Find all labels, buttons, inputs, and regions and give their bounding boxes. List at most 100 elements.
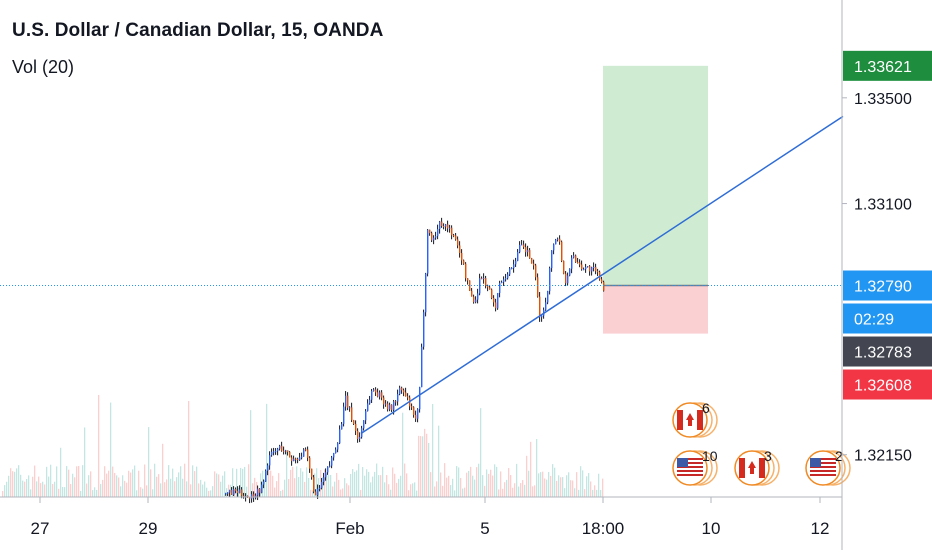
candle-body — [231, 489, 233, 495]
candle-body — [415, 414, 417, 419]
volume-bar — [356, 470, 358, 497]
volume-bar — [502, 488, 504, 497]
volume-bar — [212, 486, 214, 497]
volume-bar — [194, 471, 196, 497]
volume-bar — [16, 468, 18, 497]
price-label-text: 1.32608 — [854, 378, 912, 395]
volume-bar — [118, 477, 120, 497]
volume-bar — [22, 480, 24, 497]
volume-bar — [90, 471, 92, 497]
volume-bar — [134, 465, 136, 497]
candle-body — [401, 387, 403, 391]
volume-bar — [320, 469, 322, 497]
candle-body — [485, 278, 487, 286]
candle-body — [493, 297, 495, 303]
candle-body — [411, 406, 413, 408]
candle-body — [301, 456, 303, 458]
candle-body — [291, 457, 293, 462]
position-zones[interactable] — [603, 65, 708, 334]
candle-body — [307, 449, 309, 458]
candle-body — [233, 489, 235, 495]
volume-bar — [252, 483, 254, 497]
us-flag-stripe — [810, 466, 836, 468]
volume-bar — [516, 463, 518, 497]
volume-bar — [26, 479, 28, 497]
volume-bar — [98, 394, 100, 497]
volume-bar — [358, 463, 360, 497]
volume-bar — [190, 484, 192, 497]
candle-body — [483, 278, 485, 280]
volume-bar — [64, 487, 66, 497]
candle-body — [449, 227, 451, 229]
axes: 1.33500 1.33100 1.32150 27 29 Feb 5 18:00 10 12 — [0, 0, 912, 550]
symbol-title[interactable]: U.S. Dollar / Canadian Dollar, 15, OANDA — [12, 20, 384, 41]
volume-bar — [456, 466, 458, 497]
volume-bar — [330, 474, 332, 497]
volume-bar — [466, 472, 468, 497]
candle-body — [473, 296, 475, 303]
volume-bar — [178, 472, 180, 497]
volume-bar — [300, 468, 302, 497]
target-zone — [603, 65, 708, 286]
candle-body — [329, 465, 331, 467]
volume-bar — [370, 482, 372, 497]
candle-body — [539, 296, 541, 318]
candle-body — [393, 401, 395, 410]
volume-bar — [288, 479, 290, 497]
volume-bar — [386, 475, 388, 497]
volume-bar — [266, 403, 268, 497]
volume-bar — [524, 484, 526, 497]
volume-bar — [40, 483, 42, 497]
volume-bar — [350, 473, 352, 497]
volume-bar — [34, 465, 36, 497]
volume-bar — [60, 447, 62, 497]
candles — [225, 217, 605, 504]
candle-body — [229, 489, 231, 493]
candle-body — [591, 267, 593, 272]
volume-bar — [582, 470, 584, 497]
volume-bar — [148, 427, 150, 497]
us-flag-stripe — [677, 458, 703, 460]
maple-leaf-icon — [748, 461, 756, 474]
candle-body — [479, 278, 481, 294]
volume-bar — [260, 473, 262, 497]
volume-bar — [112, 466, 114, 497]
volume-bar — [68, 469, 70, 497]
volume-bar — [366, 469, 368, 497]
volume-bar — [270, 470, 272, 497]
volume-bar — [246, 486, 248, 497]
price-label-text: 1.32783 — [854, 345, 912, 362]
volume-bar — [186, 481, 188, 497]
volume-bar — [126, 482, 128, 497]
volume-bar — [94, 487, 96, 497]
stop-zone — [603, 285, 708, 334]
volume-bar — [310, 489, 312, 497]
volume-bar — [240, 467, 242, 497]
volume-bar — [384, 482, 386, 497]
candle-body — [585, 267, 587, 270]
candle-body — [359, 436, 361, 439]
candle-body — [507, 274, 509, 279]
volume-bar — [600, 489, 602, 497]
candle-body — [309, 457, 311, 469]
volume-bar — [494, 464, 496, 497]
volume-bar — [36, 481, 38, 497]
candle-body — [587, 266, 589, 268]
volume-bar — [8, 475, 10, 497]
volume-bar — [192, 465, 194, 497]
candle-body — [597, 271, 599, 273]
volume-bar — [122, 475, 124, 497]
candle-body — [353, 420, 355, 424]
us-flag-stripe — [810, 462, 836, 464]
volume-bar — [574, 488, 576, 497]
price-label-box — [843, 50, 932, 81]
volume-bar — [508, 468, 510, 497]
us-flag-canton — [810, 458, 821, 467]
drawing-lines[interactable] — [0, 115, 844, 435]
volume-bar — [110, 402, 112, 497]
candle-body — [571, 257, 573, 269]
volume-indicator-label[interactable]: Vol (20) — [12, 57, 75, 77]
economic-events[interactable]: 6 10 3 2 — [672, 400, 851, 486]
